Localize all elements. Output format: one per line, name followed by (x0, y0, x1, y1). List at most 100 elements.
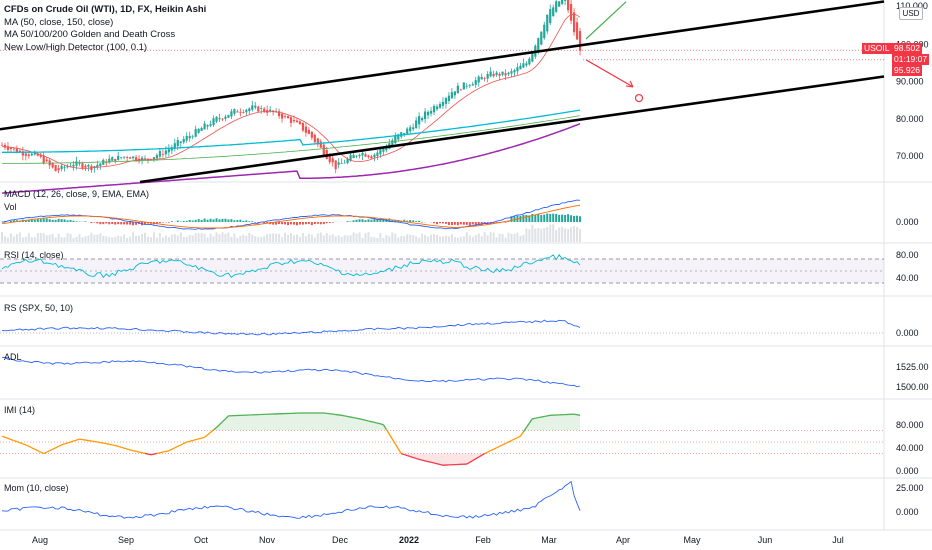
imi-line-seg (362, 418, 366, 421)
imi-line-seg (52, 447, 56, 450)
legend-line-cross: MA 50/100/200 Golden and Death Cross (4, 29, 176, 40)
volume-bar (81, 237, 84, 242)
imi-line-seg (385, 429, 390, 435)
macd-hist-bar (549, 213, 552, 222)
macd-hist-bar (60, 219, 63, 222)
candle-body (263, 108, 266, 112)
macd-hist-bar (403, 219, 406, 222)
macd-hist-bar (376, 219, 379, 222)
candle-body (450, 92, 454, 99)
macd-hist-bar (254, 222, 257, 223)
candle-body (465, 85, 468, 87)
candle-body (134, 157, 138, 161)
imi-line-seg (67, 441, 71, 444)
candle-body (307, 129, 310, 134)
volume-bar (194, 233, 197, 242)
ma-red-line (1, 13, 581, 169)
macd-hist-bar (510, 216, 513, 222)
macd-hist-bar (295, 222, 298, 226)
macd-hist-bar (394, 219, 397, 222)
candle-body (200, 127, 203, 131)
volume-bar (1, 232, 3, 242)
macd-hist-bar (251, 221, 254, 222)
volume-bar (304, 236, 307, 242)
volume-bar (349, 235, 352, 242)
macd-hist-bar (218, 219, 221, 222)
macd-hist-bar (409, 220, 412, 222)
candle-body (477, 76, 480, 83)
imi-line-seg (377, 422, 381, 425)
volume-bar (129, 236, 132, 242)
imi-line-seg (159, 451, 164, 454)
volume-bar (167, 237, 170, 242)
macd-hist-bar (385, 219, 388, 222)
imi-line-seg (511, 438, 515, 442)
volume-bar (21, 237, 24, 242)
volume-bar (141, 234, 144, 242)
candle-body (334, 160, 337, 170)
imi-line-seg (123, 447, 128, 450)
macd-hist-bar (507, 221, 510, 222)
volume-bar (197, 233, 200, 242)
candle-body (191, 136, 194, 138)
volume-bar (251, 234, 254, 242)
volume-bar (176, 235, 179, 242)
candle-body (152, 157, 156, 160)
volume-bar (191, 235, 194, 242)
macd-hist-bar (39, 219, 42, 222)
macd-hist-bar (331, 222, 334, 223)
candle-body (519, 65, 522, 70)
channel-upper-line (0, 0, 885, 131)
candle-body (269, 109, 272, 112)
currency-button[interactable]: USD (899, 7, 923, 20)
symbol-tag: USOIL (862, 43, 892, 54)
volume-bar (334, 236, 337, 242)
adl-label: ADL (4, 352, 22, 362)
imi-line-seg (368, 420, 372, 423)
macd-hist-bar (319, 222, 322, 225)
imi-line-seg (544, 415, 548, 418)
imi-line-seg (502, 442, 506, 446)
macd-hist-bar (242, 220, 245, 222)
macd-hist-bar (33, 219, 36, 222)
volume-bar (531, 224, 534, 242)
imi-line-seg (391, 438, 396, 445)
imi-line-seg (353, 417, 357, 419)
volume-bar (486, 235, 489, 242)
macd-hist-bar (468, 222, 471, 226)
volume-bar (63, 237, 66, 242)
line-price-tag: 95.926 (892, 65, 922, 76)
macd-hist-bar (364, 220, 367, 222)
time-tick-label: Sep (118, 535, 134, 545)
macd-hist-bar (123, 222, 126, 225)
imi-line-seg (225, 415, 229, 420)
imi-line-seg (10, 438, 15, 442)
imi-line-seg (493, 447, 497, 450)
volume-bar (45, 235, 48, 242)
imi-line-seg (195, 438, 199, 441)
candle-body (331, 158, 334, 163)
volume-bar (301, 232, 304, 242)
candle-body (45, 159, 48, 162)
imi-line-seg (58, 444, 62, 447)
imi-line-seg (120, 446, 125, 449)
candle-body (129, 157, 132, 159)
macd-hist-bar (176, 220, 179, 222)
candle-body (93, 166, 96, 168)
volume-bar (123, 234, 126, 242)
macd-hist-bar (230, 219, 233, 222)
macd-hist-bar (24, 220, 27, 222)
macd-hist-bar (552, 213, 555, 222)
volume-bar (343, 235, 346, 242)
volume-bar (221, 232, 224, 242)
rsi-line (1, 253, 581, 279)
imi-line-seg (46, 450, 50, 453)
candle-body (513, 70, 516, 73)
imi-line-seg (141, 452, 146, 455)
volume-bar (209, 233, 212, 242)
volume-bar (15, 234, 18, 242)
candle-body (96, 164, 99, 168)
candle-body (239, 111, 242, 113)
imi-line-seg (147, 453, 152, 456)
